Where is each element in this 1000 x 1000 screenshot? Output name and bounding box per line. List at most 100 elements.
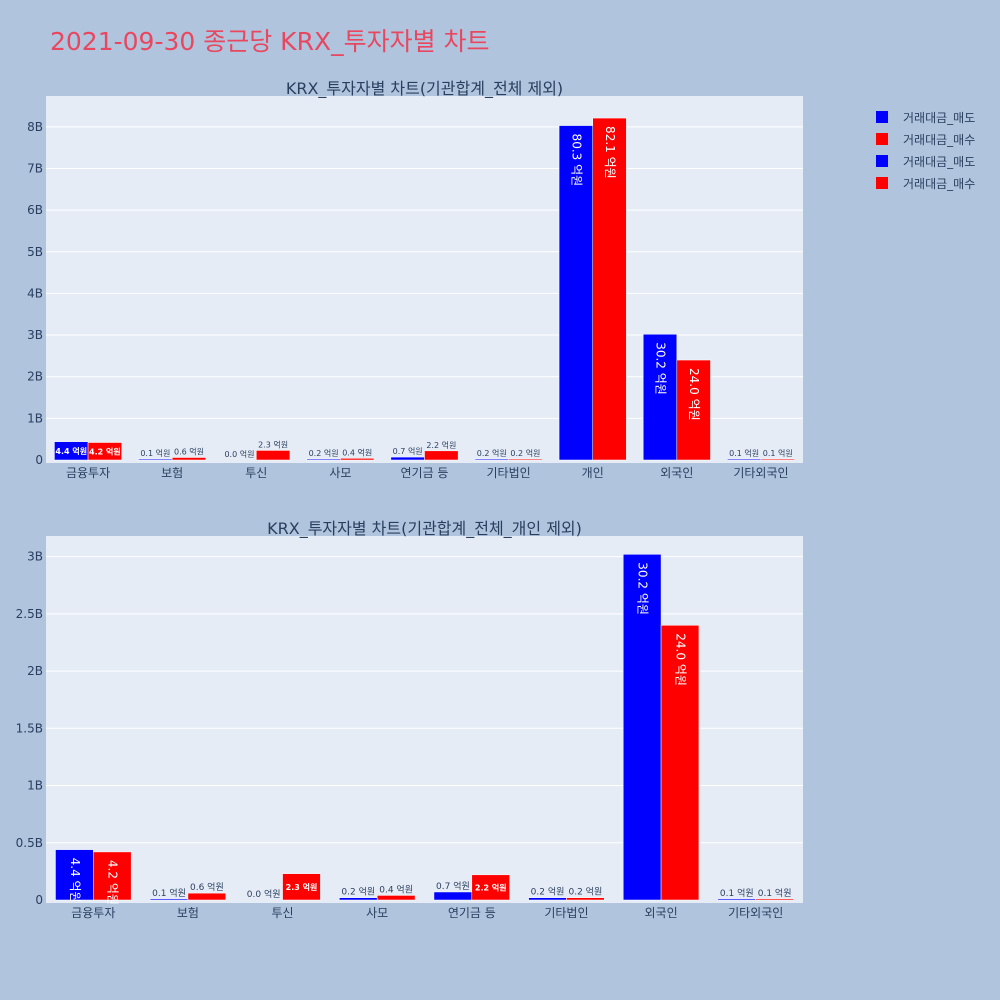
y-tick-label: 2B xyxy=(27,664,43,678)
x-tick-label: 금융투자 xyxy=(66,466,110,480)
data-label: 0.2 억원 xyxy=(341,886,375,898)
bar xyxy=(755,898,794,901)
data-label: 4.2 억원 xyxy=(89,446,121,456)
bar xyxy=(642,333,678,461)
data-label: 0.0 억원 xyxy=(224,449,254,459)
x-tick-label: 사모 xyxy=(366,906,388,920)
data-label: 4.2 억원 xyxy=(106,860,120,905)
data-label: 4.4 억원 xyxy=(68,858,82,903)
y-tick-label: 1.5B xyxy=(16,721,43,735)
legend[interactable]: 거래대금_매도 거래대금_매수 거래대금_매도 거래대금_매수 xyxy=(876,106,975,194)
data-label: 0.2 억원 xyxy=(531,886,565,898)
data-label: 24.0 억원 xyxy=(687,368,701,421)
y-tick-label: 1B xyxy=(27,411,43,425)
data-label: 0.4 억원 xyxy=(379,883,413,895)
bar xyxy=(433,891,473,901)
x-tick-label: 금융투자 xyxy=(71,906,115,920)
data-label: 0.2 억원 xyxy=(477,448,507,458)
x-tick-label: 기타외국인 xyxy=(728,906,783,920)
legend-item[interactable]: 거래대금_매수 xyxy=(876,128,975,150)
data-label: 0.2 억원 xyxy=(568,886,602,898)
x-tick-label: 보험 xyxy=(161,466,183,480)
y-tick-label: 0 xyxy=(35,453,43,467)
bar xyxy=(340,458,375,461)
bar xyxy=(339,897,378,901)
y-tick-label: 8B xyxy=(27,120,43,134)
x-tick-label: 외국인 xyxy=(660,466,693,480)
data-label: 30.2 억원 xyxy=(636,562,650,615)
legend-swatch-sell xyxy=(876,155,888,167)
y-tick-label: 5B xyxy=(27,245,43,259)
bar xyxy=(93,851,132,901)
legend-swatch-sell xyxy=(876,111,888,123)
bar xyxy=(508,458,543,461)
data-label: 0.7 억원 xyxy=(436,880,470,892)
x-tick-label: 개인 xyxy=(582,466,604,480)
bar xyxy=(187,892,227,901)
x-tick-label: 연기금 등 xyxy=(401,466,449,480)
x-tick-label: 사모 xyxy=(329,466,351,480)
y-tick-label: 3B xyxy=(27,328,43,342)
bar xyxy=(592,117,627,461)
bar xyxy=(474,458,509,461)
bar xyxy=(256,450,291,461)
x-tick-label: 연기금 등 xyxy=(448,906,496,920)
data-label: 0.4 억원 xyxy=(342,447,372,457)
y-tick-label: 1B xyxy=(27,779,43,793)
bar xyxy=(676,359,711,461)
data-label: 2.2 억원 xyxy=(426,440,456,450)
x-tick-label: 기타법인 xyxy=(544,906,588,920)
y-tick-label: 2.5B xyxy=(16,607,43,621)
bar xyxy=(87,442,122,461)
bar xyxy=(660,625,700,901)
data-label: 0.1 억원 xyxy=(758,887,792,899)
data-label: 82.1 억원 xyxy=(603,126,617,179)
y-tick-label: 0.5B xyxy=(16,836,43,850)
y-tick-label: 4B xyxy=(27,286,43,300)
bar xyxy=(424,450,459,461)
legend-swatch-buy xyxy=(876,177,888,189)
legend-label: 거래대금_매도 xyxy=(903,110,976,125)
bar xyxy=(558,125,593,461)
y-tick-label: 3B xyxy=(27,550,43,564)
x-tick-label: 기타외국인 xyxy=(733,466,788,480)
legend-item[interactable]: 거래대금_매수 xyxy=(876,172,975,194)
data-label: 0.1 억원 xyxy=(720,887,754,899)
data-label: 2.3 억원 xyxy=(286,882,318,892)
data-label: 0.6 억원 xyxy=(190,881,224,893)
data-label: 0.7 억원 xyxy=(393,446,423,456)
bar xyxy=(566,897,605,901)
bar xyxy=(471,874,510,901)
data-label: 0.1 억원 xyxy=(140,448,170,458)
legend-item[interactable]: 거래대금_매도 xyxy=(876,106,975,128)
data-label: 2.2 억원 xyxy=(475,882,507,892)
y-tick-label: 6B xyxy=(27,203,43,217)
bar xyxy=(282,873,321,901)
bar xyxy=(149,898,189,901)
bar xyxy=(306,458,341,461)
data-label: 0.1 억원 xyxy=(763,448,793,458)
y-tick-label: 0 xyxy=(35,893,43,907)
x-tick-label: 투신 xyxy=(272,906,294,920)
data-label: 0.2 억원 xyxy=(309,448,339,458)
legend-label: 거래대금_매수 xyxy=(903,176,976,191)
y-tick-label: 7B xyxy=(27,161,43,175)
bar xyxy=(528,897,567,901)
bar xyxy=(727,458,762,461)
legend-swatch-buy xyxy=(876,133,888,145)
page-title: 2021-09-30 종근당 KRX_투자자별 차트 xyxy=(50,27,490,56)
chart-title: KRX_투자자별 차트(기관합계_전체_개인 제외) xyxy=(267,519,582,539)
data-label: 30.2 억원 xyxy=(654,342,668,395)
bar xyxy=(622,554,662,901)
chart-title: KRX_투자자별 차트(기관합계_전체 제외) xyxy=(286,79,563,99)
x-tick-label: 보험 xyxy=(177,906,199,920)
legend-item[interactable]: 거래대금_매도 xyxy=(876,150,975,172)
data-label: 0.0 억원 xyxy=(247,888,281,900)
bar xyxy=(138,458,173,461)
data-label: 0.1 억원 xyxy=(729,448,759,458)
y-tick-label: 2B xyxy=(27,370,43,384)
bar xyxy=(171,457,207,461)
bar xyxy=(760,458,795,461)
data-label: 0.1 억원 xyxy=(152,887,186,899)
